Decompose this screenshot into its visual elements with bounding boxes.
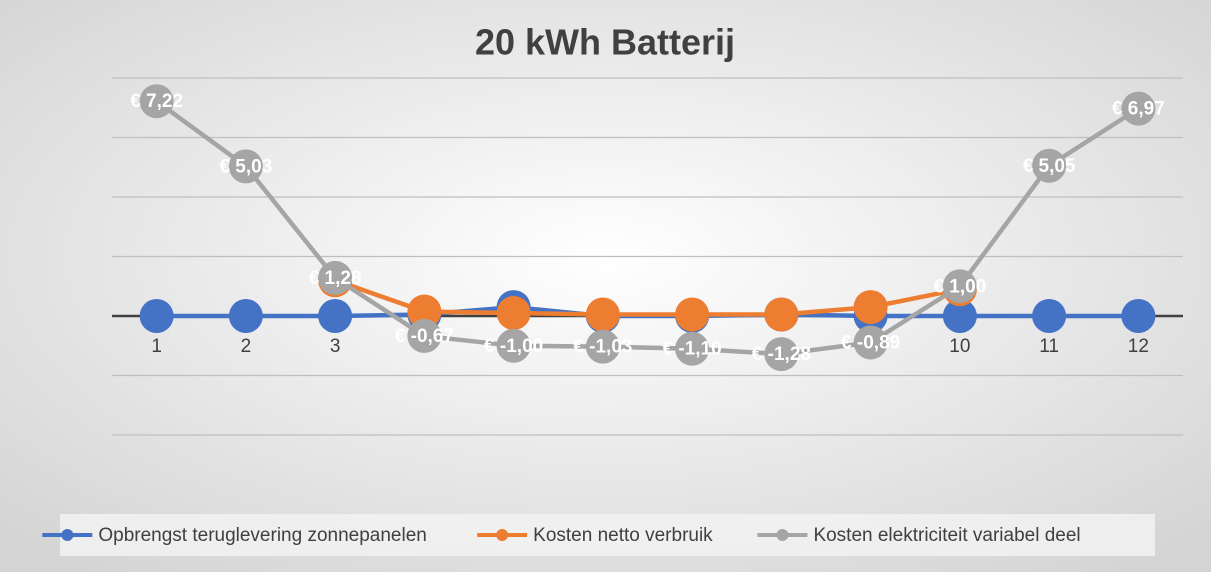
data-point	[496, 296, 531, 331]
data-label: € 6,97	[1112, 99, 1165, 120]
data-label: € 1,28	[309, 268, 362, 289]
x-tick-label: 3	[330, 336, 341, 357]
legend-marker	[496, 529, 509, 541]
data-point	[228, 299, 263, 333]
labels: € 7,22 € 5,03 € 1,28 € -0,67 € -1,00 € -1,03 €…	[130, 91, 1165, 365]
x-tick-label: 12	[1128, 336, 1149, 357]
data-point	[942, 269, 977, 304]
data-point	[139, 299, 174, 333]
data-point	[407, 294, 442, 329]
data-point	[585, 329, 620, 364]
legend-marker	[61, 529, 74, 541]
data-point	[764, 297, 799, 332]
data-point	[1121, 299, 1156, 333]
data-point	[228, 149, 263, 184]
data-label: € -1,00	[484, 336, 543, 357]
legend-marker	[776, 529, 789, 541]
legend: Opbrengst teruglevering zonnepanelen Kost…	[42, 525, 1081, 546]
data-point	[1032, 148, 1067, 183]
data-point	[853, 290, 888, 325]
x-tick-label: 1	[151, 336, 162, 357]
legend-box	[60, 514, 1155, 556]
x-tick-label: 2	[241, 336, 252, 357]
series-line	[155, 99, 1140, 357]
data-label: € -1,28	[752, 344, 811, 365]
chart-title: 20 kWh Batterij	[475, 22, 735, 63]
x-tick-label: 11	[1039, 336, 1059, 357]
data-point	[496, 328, 531, 363]
x-tick-label: 10	[949, 336, 970, 357]
data-point	[318, 299, 353, 333]
data-point	[585, 297, 620, 332]
data-label: € -0,67	[395, 326, 454, 347]
data-point	[318, 260, 353, 295]
lines	[139, 84, 1156, 372]
data-point	[675, 331, 710, 366]
data-label: € -0,89	[841, 332, 900, 353]
data-label: € 1,00	[933, 276, 986, 297]
legend-label: Kosten elektriciteit variabel deel	[813, 525, 1080, 546]
data-point	[139, 84, 174, 119]
data-point	[675, 297, 710, 332]
legend-label: Opbrengst teruglevering zonnepanelen	[98, 525, 427, 546]
data-point	[764, 337, 799, 372]
data-point	[1121, 91, 1156, 126]
data-label: € 5,03	[219, 156, 272, 177]
legend-label: Kosten netto verbruik	[533, 525, 713, 546]
data-label: € 5,05	[1023, 156, 1076, 177]
data-label: € 7,22	[130, 91, 183, 112]
data-point	[942, 299, 977, 333]
data-point	[853, 325, 888, 360]
data-point	[1032, 299, 1067, 333]
data-label: € -1,10	[663, 339, 722, 360]
data-point	[407, 318, 442, 353]
data-label: € -1,03	[573, 337, 632, 358]
